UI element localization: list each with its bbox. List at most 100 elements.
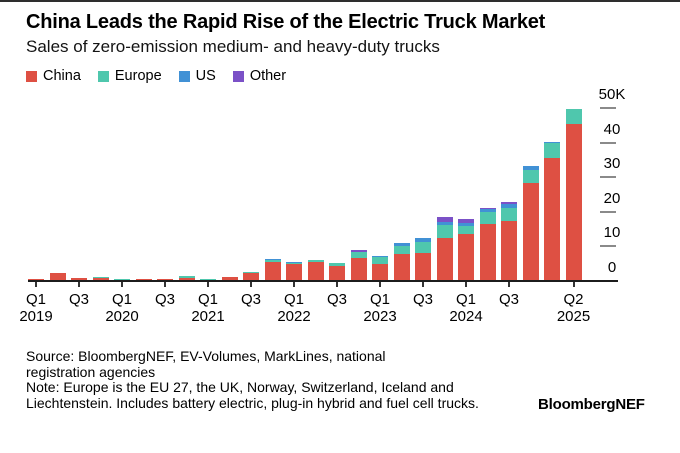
segment-china [49, 273, 66, 281]
bar-q4-2020 [178, 276, 195, 281]
segment-europe [178, 276, 195, 278]
x-tick-label-year: 2024 [449, 308, 483, 325]
segment-europe [114, 279, 130, 280]
x-tick-label-quarter: Q3 [154, 291, 175, 308]
x-tick [379, 282, 381, 287]
segment-china [329, 266, 345, 281]
segment-china [393, 254, 410, 281]
bar-q3-2021 [243, 271, 259, 281]
segment-us [544, 141, 560, 143]
segment-us [501, 203, 517, 208]
y-tick-dash [600, 176, 616, 179]
y-tick-dash [600, 245, 616, 248]
source-line: Source: BloombergNEF, EV-Volumes, MarkLi… [26, 348, 386, 364]
segment-china [307, 262, 324, 281]
legend-label: US [195, 68, 216, 84]
segment-china [178, 277, 195, 281]
segment-china [565, 124, 582, 281]
segment-us [479, 209, 496, 212]
segment-china [243, 272, 259, 281]
x-tick [336, 282, 338, 287]
segment-other [436, 217, 453, 222]
y-axis-label: 30 [603, 155, 621, 173]
source-line: registration agencies [26, 363, 156, 380]
plot-area [28, 95, 590, 281]
chart-title: China Leads the Rapid Rise of the Electr… [26, 11, 546, 33]
segment-china [522, 182, 539, 281]
segment-europe [200, 279, 216, 280]
segment-china [372, 264, 388, 281]
bar-q4-2021 [264, 259, 281, 281]
x-tick [508, 282, 510, 287]
y-tick-dash [600, 210, 616, 213]
x-tick [78, 282, 80, 287]
segment-europe [544, 142, 560, 158]
segment-europe [436, 225, 453, 238]
bar-q1-2019 [28, 278, 44, 281]
segment-china [28, 278, 44, 281]
segment-us [372, 256, 388, 257]
segment-europe [243, 271, 259, 273]
x-axis-line [28, 280, 618, 282]
legend-swatch-china [26, 70, 37, 82]
bar-q3-2024 [501, 202, 517, 281]
bar-q2-2025 [565, 108, 582, 281]
x-tick-label-year: 2023 [363, 308, 397, 325]
x-tick-label-year: 2019 [19, 308, 53, 325]
y-axis-label: 10 [603, 224, 621, 242]
x-tick-label-year: 2020 [105, 308, 139, 325]
bar-q4-2024 [522, 166, 539, 281]
segment-europe [415, 241, 431, 253]
segment-china [92, 278, 109, 281]
segment-china [544, 157, 560, 281]
segment-europe [565, 109, 582, 125]
x-tick [293, 282, 295, 287]
x-tick-label-quarter: Q1 [455, 291, 476, 308]
segment-europe [329, 263, 345, 267]
y-axis-label: 50K [598, 86, 626, 103]
x-tick-label-quarter: Q3 [412, 291, 433, 308]
x-tick [572, 282, 575, 287]
x-tick-label-quarter: Q1 [25, 291, 46, 308]
segment-europe [307, 260, 324, 263]
x-tick [465, 282, 467, 287]
segment-europe [350, 251, 367, 258]
segment-china [436, 237, 453, 281]
segment-europe [458, 226, 474, 234]
segment-china [350, 257, 367, 281]
bloombergnef-logo: BloombergNEF [538, 396, 645, 413]
bar-q2-2021 [221, 276, 238, 281]
bar-q3-2023 [415, 238, 431, 281]
segment-europe [264, 259, 281, 263]
y-axis-label: 20 [603, 189, 621, 207]
segment-europe [393, 246, 410, 255]
segment-other [458, 218, 474, 223]
segment-europe [479, 211, 496, 225]
x-tick [164, 282, 166, 287]
legend-item-europe: Europe [97, 68, 162, 84]
bar-q2-2023 [393, 242, 410, 281]
legend-label: China [43, 68, 81, 84]
footnotes: Source: BloombergNEF, EV-Volumes, MarkLi… [26, 348, 479, 411]
segment-europe [92, 277, 109, 279]
segment-europe [372, 256, 388, 265]
bar-q1-2025 [544, 141, 560, 281]
segment-china [458, 233, 474, 281]
segment-other [479, 208, 496, 210]
bar-q3-2022 [329, 263, 345, 281]
bar-q3-2019 [71, 277, 87, 281]
legend-item-other: Other [232, 68, 286, 84]
legend-label: Europe [114, 68, 162, 84]
x-tick-label-quarter: Q1 [369, 291, 390, 308]
bar-q4-2019 [92, 277, 109, 281]
note-line: Note: Europe is the EU 27, the UK, Norwa… [26, 379, 454, 395]
segment-china [264, 262, 281, 281]
segment-us [415, 238, 431, 242]
x-tick-label-quarter: Q1 [197, 291, 218, 308]
segment-europe [501, 208, 517, 221]
x-tick [35, 282, 37, 287]
x-tick-label-quarter: Q2 [563, 291, 584, 308]
x-tick [250, 282, 252, 287]
x-tick-label-quarter: Q3 [68, 291, 89, 308]
y-tick-dash [600, 107, 616, 109]
